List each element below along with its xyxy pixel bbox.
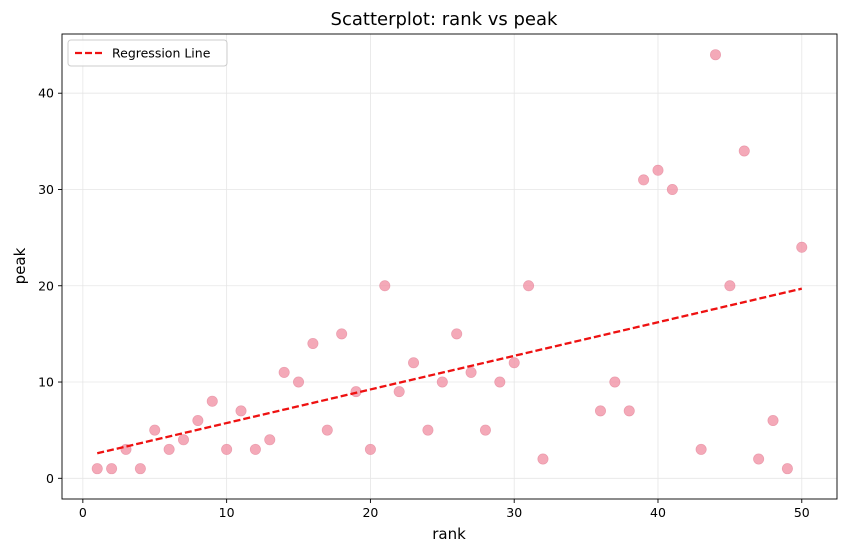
data-point xyxy=(106,463,118,475)
data-point xyxy=(192,415,204,427)
data-point xyxy=(149,424,161,436)
x-tick-label: 40 xyxy=(650,505,666,520)
data-point xyxy=(609,376,621,388)
x-tick-label: 30 xyxy=(506,505,522,520)
data-point xyxy=(781,463,793,475)
data-point xyxy=(594,405,606,417)
data-point xyxy=(293,376,305,388)
x-axis-label: rank xyxy=(432,525,466,543)
data-point xyxy=(249,443,261,455)
data-point xyxy=(695,443,707,455)
data-point xyxy=(307,338,319,350)
data-point xyxy=(508,357,520,369)
data-point xyxy=(379,280,391,292)
data-point xyxy=(724,280,736,292)
plot-frame xyxy=(61,33,838,500)
y-tick-label: 0 xyxy=(46,471,54,486)
x-axis-ticks: 0 10 20 30 40 50 xyxy=(79,499,810,520)
data-point xyxy=(710,49,722,61)
legend-box xyxy=(67,39,228,67)
data-point xyxy=(465,366,477,378)
data-point xyxy=(638,174,650,186)
data-point xyxy=(177,434,189,446)
data-point xyxy=(422,424,434,436)
data-point xyxy=(221,443,233,455)
data-point xyxy=(753,453,765,465)
data-point xyxy=(134,463,146,475)
y-tick-label: 10 xyxy=(38,375,54,390)
data-point xyxy=(652,164,664,176)
y-axis-ticks: 0 10 20 30 40 xyxy=(38,86,62,486)
data-point xyxy=(163,443,175,455)
data-point xyxy=(393,386,405,398)
data-point xyxy=(623,405,635,417)
scatter-points xyxy=(91,49,808,475)
data-point xyxy=(451,328,463,340)
grid xyxy=(62,34,837,499)
data-point xyxy=(796,241,808,253)
data-point xyxy=(523,280,535,292)
data-point xyxy=(336,328,348,340)
y-axis-label: peak xyxy=(11,247,29,284)
data-point xyxy=(364,443,376,455)
data-point xyxy=(91,463,103,475)
y-tick-label: 30 xyxy=(38,182,54,197)
data-point xyxy=(321,424,333,436)
x-tick-label: 0 xyxy=(79,505,87,520)
data-point xyxy=(666,183,678,195)
data-point xyxy=(436,376,448,388)
data-point xyxy=(494,376,506,388)
data-point xyxy=(738,145,750,157)
y-tick-label: 20 xyxy=(38,278,54,293)
regression-line xyxy=(96,287,803,455)
y-tick-label: 40 xyxy=(38,86,54,101)
legend-label: Regression Line xyxy=(112,46,211,61)
data-point xyxy=(537,453,549,465)
chart-title: Scatterplot: rank vs peak xyxy=(331,9,558,30)
data-point xyxy=(408,357,420,369)
legend: Regression Line xyxy=(67,39,228,67)
x-tick-label: 20 xyxy=(362,505,378,520)
x-tick-label: 50 xyxy=(794,505,810,520)
x-tick-label: 10 xyxy=(219,505,235,520)
data-point xyxy=(767,415,779,427)
data-point xyxy=(206,395,218,407)
regression-layer xyxy=(96,287,803,455)
data-point xyxy=(479,424,491,436)
data-point xyxy=(264,434,276,446)
data-point xyxy=(278,366,290,378)
data-point xyxy=(235,405,247,417)
